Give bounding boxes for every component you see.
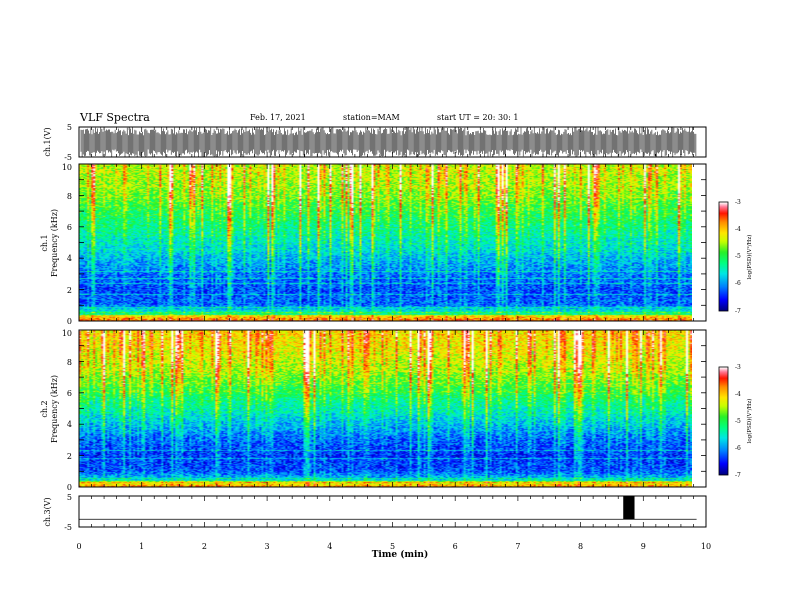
- colorbar-ch1-tick: -5: [735, 253, 741, 260]
- colorbar-ch1-tick: -3: [735, 199, 741, 206]
- ch1-spectrogram-panel: 0 2 4 6 8 10 ch.1 Frequency (kHz): [40, 163, 707, 326]
- ch1-ylabel-frequency: Frequency (kHz): [50, 209, 59, 277]
- ch1-ylabel-channel: ch.1: [40, 234, 49, 251]
- ch2-ylabel-channel: ch.2: [40, 400, 49, 417]
- ch2-ylabel-frequency: Frequency (kHz): [50, 375, 59, 443]
- colorbar-ch1-label: log(PSD)(V²/Hz): [746, 235, 753, 280]
- colorbar-ch2-tick: -5: [735, 418, 741, 425]
- colorbar-ch1-tick: -6: [735, 280, 741, 287]
- ch3-ylabel: ch.3(V): [43, 497, 52, 526]
- ch1-ylabel: ch.1(V): [43, 127, 52, 156]
- ch2-ytick: 6: [67, 389, 72, 398]
- ch1-ytick: 4: [67, 254, 72, 263]
- ch1-spectrogram-image: [79, 164, 692, 321]
- ch1-ytick: 0: [67, 317, 72, 326]
- ch3-ytick-top: 5: [67, 493, 72, 502]
- colorbar-ch2-tick: -6: [735, 445, 741, 452]
- x-tick-label: 6: [453, 542, 458, 551]
- colorbar-ch2-frame: [718, 366, 729, 476]
- colorbar-ch2-tick: -3: [735, 364, 741, 371]
- ch1-waveform-ticks: [78, 127, 707, 157]
- ch2-spectrogram-image: [79, 330, 692, 487]
- ch1-waveform-panel: 5 -5 ch.1(V): [43, 123, 707, 162]
- colorbar-ch1-frame: [718, 201, 729, 312]
- colorbar-ch2: -3 -4 -5 -6 -7 log(PSD)(V²/Hz): [718, 364, 753, 479]
- x-tick-label: 7: [515, 542, 520, 551]
- ch2-ytick: 0: [67, 483, 72, 492]
- x-tick-label: 1: [139, 542, 144, 551]
- ch1-ytick: 2: [67, 286, 72, 295]
- station-label: station=MAM: [343, 113, 400, 122]
- colorbar-ch2-label: log(PSD)(V²/Hz): [746, 399, 753, 444]
- ch1-spectrogram-ticks: [78, 163, 707, 322]
- ch1-spectrogram-yticks: 0 2 4 6 8 10: [62, 163, 72, 326]
- ch2-ytick: 2: [67, 452, 72, 461]
- x-tick-label: 9: [641, 542, 646, 551]
- x-tick-label: 5: [390, 542, 395, 551]
- ch2-ytick: 8: [67, 358, 72, 367]
- start-time-label: start UT = 20: 30: 1: [437, 113, 519, 122]
- ch2-ytick: 4: [67, 420, 72, 429]
- colorbar-ch2-gradient: [719, 367, 728, 475]
- ch3-ytick-bottom: -5: [64, 523, 72, 532]
- x-tick-label: 10: [701, 542, 711, 551]
- x-tick-label: 4: [327, 542, 332, 551]
- ch3-waveform-ticks: [78, 496, 707, 527]
- colorbar-ch2-tick: -4: [735, 391, 741, 398]
- ch3-pulse: [623, 496, 635, 520]
- ch1-ytick: 8: [67, 192, 72, 201]
- colorbar-ch2-tick: -7: [735, 472, 741, 479]
- ch1-ytick: 6: [67, 223, 72, 232]
- chart-title: VLF Spectra: [80, 111, 150, 124]
- x-tick-label: 3: [265, 542, 270, 551]
- x-axis-label: Time (min): [372, 549, 429, 560]
- ch1-waveform-trace: [80, 127, 697, 157]
- date-label: Feb. 17, 2021: [250, 113, 306, 122]
- x-axis-tick-labels: 0 1 2 3 4 5 6 7 8 9 10: [76, 542, 711, 551]
- ch3-waveform-panel: 5 -5 ch.3(V): [43, 493, 707, 532]
- ch2-spectrogram-ticks: [78, 329, 707, 488]
- ch1-ytick: 10: [62, 163, 72, 172]
- colorbar-ch1-gradient: [719, 202, 728, 311]
- ch2-spectrogram-panel: 0 2 4 6 8 10 ch.2 Frequency (kHz): [40, 329, 707, 492]
- x-tick-label: 8: [578, 542, 583, 551]
- ch2-ytick: 10: [62, 329, 72, 338]
- x-tick-label: 0: [76, 542, 81, 551]
- colorbar-ch1-tick: -7: [735, 308, 741, 315]
- ch1-ytick-bottom: -5: [64, 153, 72, 162]
- x-tick-label: 2: [202, 542, 207, 551]
- ch2-spectrogram-yticks: 0 2 4 6 8 10: [62, 329, 72, 492]
- ch3-waveform-trace: [79, 496, 697, 520]
- ch1-waveform-line: [80, 127, 697, 157]
- ch1-ytick-top: 5: [67, 123, 72, 132]
- colorbar-ch1: -3 -4 -5 -6 -7 log(PSD)(V²/Hz): [718, 199, 753, 315]
- colorbar-ch1-tick: -4: [735, 226, 741, 233]
